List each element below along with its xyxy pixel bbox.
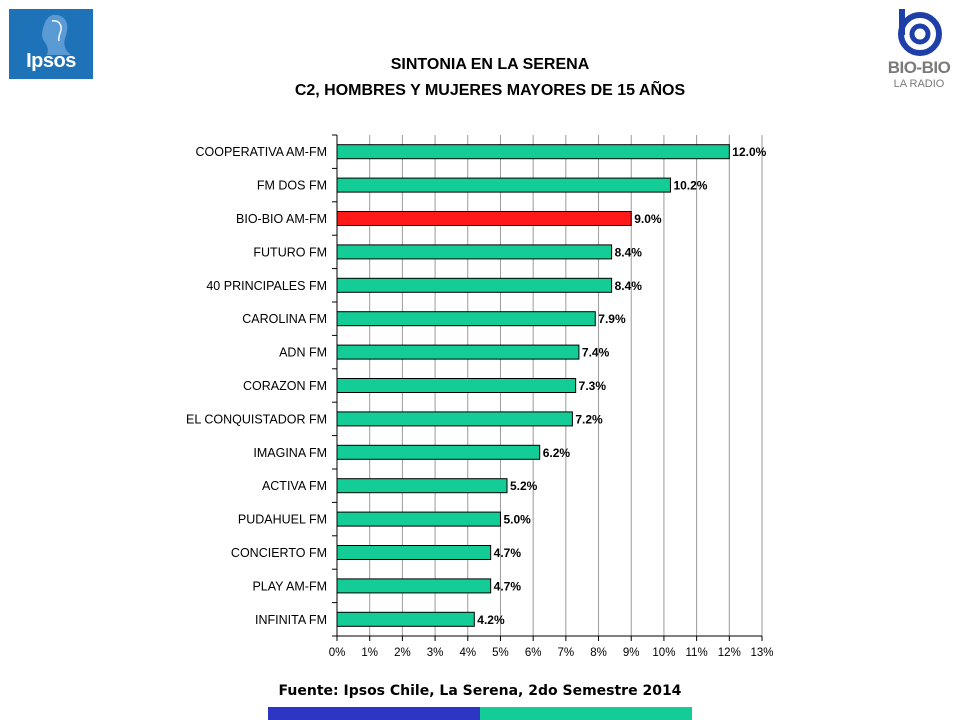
x-tick-label: 4% [459,647,476,659]
x-tick-label: 5% [492,647,509,659]
bar [336,378,577,393]
bar [336,211,632,226]
category-label: PLAY AM-FM [252,579,327,593]
chart-title-line2: C2, HOMBRES Y MUJERES MAYORES DE 15 AÑOS [294,82,686,99]
x-tick-label: 9% [623,647,640,659]
category-label: FUTURO FM [253,245,327,259]
bar [336,244,613,260]
x-tick-label: 11% [686,647,708,659]
category-label: CORAZON FM [243,379,327,393]
x-tick-label: 10% [652,647,675,659]
data-label: 4.2% [477,613,505,627]
x-tick-label: 6% [525,647,542,659]
bar [336,344,580,360]
category-label: CONCIERTO FM [231,546,327,560]
data-label: 5.0% [503,513,531,527]
bar [336,277,613,293]
bar [336,578,492,594]
category-label: BIO-BIO AM-FM [236,212,327,226]
data-label: 7.2% [575,412,603,426]
category-label: EL CONQUISTADOR FM [186,412,327,426]
category-label: IMAGINA FM [253,446,327,460]
data-label: 7.9% [598,312,626,326]
bar [336,545,492,560]
biobio-logo-text: BIO-BIO [887,58,951,77]
data-label: 5.2% [510,479,538,493]
category-label: 40 PRINCIPALES FM [206,279,327,293]
footer-band-green [480,707,692,720]
category-label: COOPERATIVA AM-FM [196,145,328,159]
ipsos-head-icon [42,14,71,56]
x-tick-label: 13% [750,647,773,659]
bar [336,611,475,627]
data-label: 8.4% [615,245,643,259]
x-tick-label: 0% [329,647,346,659]
footer-band-blue [268,707,480,720]
category-label: INFINITA FM [255,613,327,627]
x-tick-label: 8% [590,647,607,659]
bar [336,511,501,527]
x-tick-label: 1% [361,647,378,659]
bar [336,144,730,160]
data-label: 7.3% [579,379,607,393]
data-label: 9.0% [634,212,662,226]
category-label: PUDAHUEL FM [238,513,327,527]
bar [336,444,541,460]
data-label: 8.4% [615,279,643,293]
data-label: 10.2% [673,179,707,193]
data-label: 4.7% [494,546,522,560]
category-label: CAROLINA FM [242,312,327,326]
category-label: ADN FM [279,346,327,360]
chart-title-line1: SINTONIA EN LA SERENA [390,56,590,73]
source-note: Fuente: Ipsos Chile, La Serena, 2do Seme… [278,683,682,699]
data-label: 4.7% [494,579,522,593]
x-tick-label: 3% [427,647,444,659]
category-label: ACTIVA FM [262,479,327,493]
x-tick-label: 7% [558,647,575,659]
data-label: 12.0% [732,145,766,159]
x-tick-label: 12% [718,647,741,659]
ipsos-logo-text: Ipsos [26,50,76,72]
data-label: 6.2% [543,446,571,460]
category-label: FM DOS FM [257,179,327,193]
bar [336,478,508,494]
ipsos-logo: Ipsos [9,9,93,79]
bar [336,311,596,327]
biobio-logo: BIO-BIO LA RADIO [884,8,954,98]
bar [336,411,573,427]
biobio-emblem-icon [898,9,942,56]
data-label: 7.4% [582,346,610,360]
bar [336,177,671,193]
x-tick-label: 2% [394,647,411,659]
biobio-logo-subtext: LA RADIO [893,78,945,90]
